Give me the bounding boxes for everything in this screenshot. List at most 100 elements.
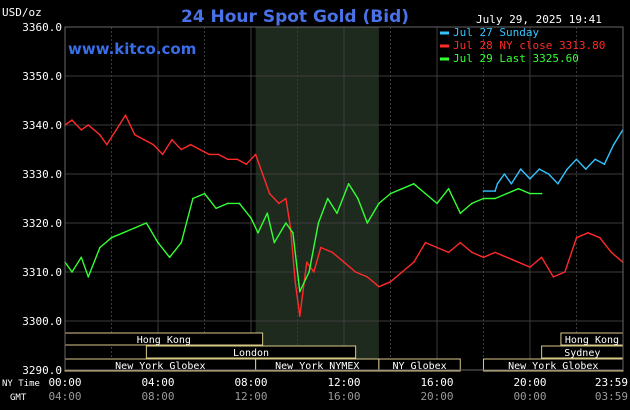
- series-point: [299, 290, 301, 293]
- series-point: [292, 232, 294, 234]
- series-point: [471, 251, 473, 254]
- session-label: New York Globex: [115, 361, 205, 372]
- series-point: [575, 158, 578, 161]
- series-point: [299, 315, 301, 317]
- y-unit-label: USD/oz: [2, 6, 42, 19]
- series-point: [529, 266, 531, 268]
- series-point: [180, 241, 183, 244]
- series-point: [366, 222, 369, 224]
- series-point: [517, 187, 520, 190]
- series-point: [503, 173, 506, 175]
- session-label: NY Globex: [392, 361, 446, 372]
- series-point: [192, 197, 194, 200]
- ny-time-tick-label: 16:00: [420, 376, 453, 389]
- session-label: New York Globex: [508, 361, 598, 372]
- series-point: [294, 281, 297, 283]
- x-axis-tick-labels: 00:00 04:00 08:00 12:00 16:00 20:00 23:5904:00…: [48, 376, 628, 403]
- series-point: [366, 276, 369, 278]
- series-point: [517, 261, 520, 264]
- session-label: Hong Kong: [137, 335, 191, 346]
- series-point: [268, 192, 271, 195]
- series-point: [254, 153, 257, 156]
- series-point: [273, 241, 276, 244]
- series-point: [587, 232, 589, 234]
- series-point: [357, 197, 359, 200]
- series-point: [510, 183, 513, 185]
- series-point: [217, 153, 220, 156]
- series-point: [285, 222, 287, 224]
- series-point: [124, 114, 127, 116]
- series-point: [599, 236, 601, 239]
- series-point: [336, 212, 338, 214]
- series-point: [161, 153, 164, 156]
- series-point: [308, 271, 310, 273]
- series-point: [389, 281, 392, 283]
- series-point: [506, 256, 508, 259]
- series-point: [612, 143, 615, 146]
- series-point: [378, 202, 380, 205]
- y-tick-label: 3330.0: [22, 168, 62, 181]
- series-point: [459, 241, 462, 244]
- series-point: [347, 183, 350, 185]
- site-watermark: www.kitco.com: [68, 40, 196, 58]
- series-point: [557, 183, 559, 185]
- ny-time-label: NY Time: [2, 379, 40, 389]
- gmt-tick-label: 12:00: [234, 390, 267, 403]
- series-point: [401, 271, 403, 273]
- session-bar: Hong Kong: [64, 332, 264, 346]
- ny-time-tick-label: 04:00: [141, 376, 174, 389]
- plot-frame: [64, 26, 624, 371]
- series-point: [257, 232, 259, 234]
- series-point: [540, 192, 543, 195]
- series-point: [199, 148, 201, 151]
- legend-label: Jul 28 NY close 3313.80: [453, 39, 605, 52]
- y-tick-label: 3340.0: [22, 119, 62, 132]
- session-label: Hong Kong: [565, 335, 619, 346]
- legend-label: Jul 27 Sunday: [453, 26, 539, 39]
- series-point: [378, 285, 380, 288]
- series-point: [436, 246, 438, 249]
- series-point: [575, 236, 578, 239]
- series-point: [320, 246, 322, 249]
- session-label: Sydney: [564, 348, 600, 359]
- series-point: [471, 202, 473, 205]
- series-point: [245, 163, 248, 165]
- series-point: [250, 217, 252, 219]
- series-point: [506, 192, 508, 195]
- timestamp-label: July 29, 2025 19:41: [476, 13, 602, 26]
- series-point: [540, 256, 543, 259]
- ny-time-tick-label: 00:00: [48, 376, 81, 389]
- series-point: [326, 197, 329, 200]
- series-point: [227, 202, 229, 205]
- series-point: [261, 173, 264, 175]
- series-point: [215, 207, 217, 210]
- ny-time-tick-label: 23:59: [595, 376, 628, 389]
- series-point: [110, 236, 113, 239]
- session-bar: London: [145, 345, 357, 359]
- series-point: [519, 168, 522, 170]
- series-point: [317, 222, 320, 224]
- series-line: [64, 183, 542, 293]
- series-point: [87, 124, 90, 126]
- y-tick-label: 3320.0: [22, 217, 62, 230]
- series-point: [236, 158, 238, 161]
- series-point: [389, 192, 392, 195]
- series-point: [447, 251, 450, 254]
- series-point: [227, 158, 229, 161]
- series-point: [71, 119, 73, 121]
- y-tick-label: 3350.0: [22, 70, 62, 83]
- series-point: [80, 129, 83, 131]
- gmt-tick-label: 20:00: [420, 390, 453, 403]
- series-point: [208, 153, 210, 156]
- y-tick-label: 3310.0: [22, 266, 62, 279]
- series-point: [482, 190, 485, 192]
- series-point: [80, 256, 83, 259]
- gmt-tick-label: 00:00: [513, 390, 546, 403]
- session-label: New York NYMEX: [275, 361, 359, 372]
- series-point: [424, 192, 427, 195]
- series-point: [278, 202, 280, 205]
- series-point: [354, 271, 357, 273]
- series-point: [447, 187, 450, 190]
